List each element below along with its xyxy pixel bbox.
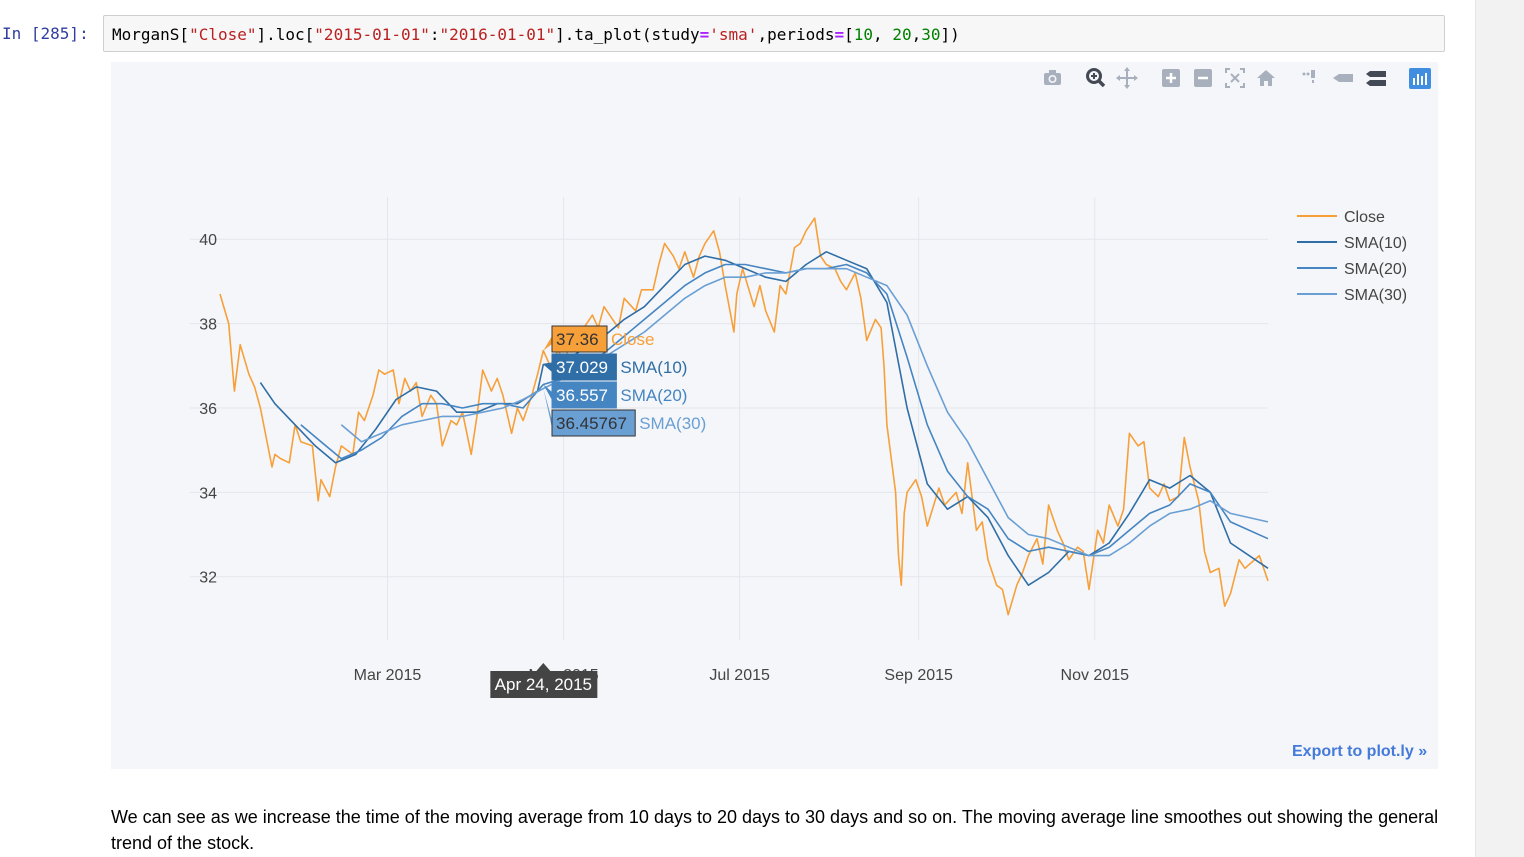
- code-token: ].ta_plot(study: [555, 25, 700, 44]
- code-token: ,periods: [757, 25, 835, 44]
- hover-value-box: [551, 409, 636, 437]
- code-token: ].loc[: [256, 25, 315, 44]
- code-token: =: [834, 25, 845, 44]
- series-line-sma30[interactable]: [340, 267, 1269, 557]
- home-icon[interactable]: [1254, 64, 1278, 92]
- code-token: [: [844, 25, 854, 44]
- code-cell-input[interactable]: MorganS["Close"].loc["2015-01-01":"2016-…: [103, 15, 1445, 52]
- code-token: 10: [853, 25, 874, 44]
- plot-container: [111, 62, 1438, 769]
- y-tick-label: 40: [199, 232, 217, 249]
- code-token: 'sma': [709, 25, 758, 44]
- x-tick-label: Sep 2015: [884, 667, 953, 684]
- y-tick-label: 36: [199, 401, 217, 418]
- markdown-paragraph: We can see as we increase the time of th…: [111, 807, 1439, 853]
- hover-value: 36.45767: [556, 414, 627, 433]
- legend-item-label[interactable]: SMA(20): [1344, 261, 1407, 278]
- code-token: =: [699, 25, 710, 44]
- y-tick-label: 32: [199, 570, 217, 587]
- x-tick-label: Nov 2015: [1061, 667, 1130, 684]
- autoscale-icon[interactable]: [1223, 64, 1247, 92]
- grid: [190, 197, 1268, 640]
- legend[interactable]: Close SMA(10) SMA(20) SMA(30): [1297, 209, 1407, 304]
- hover-closest-icon[interactable]: [1331, 64, 1355, 92]
- code-token: "Close": [189, 25, 257, 44]
- hover-series-name: SMA(20): [620, 386, 687, 405]
- hover-date-pointer: [536, 663, 551, 671]
- hover-value-box: [551, 325, 608, 353]
- code-token: "2016-01-01": [439, 25, 556, 44]
- plotly-logo-icon[interactable]: [1408, 64, 1432, 92]
- series-lines[interactable]: [219, 217, 1269, 616]
- spike-lines-icon[interactable]: [1299, 64, 1323, 92]
- hover-pointer: [543, 364, 552, 372]
- hover-pointer: [543, 388, 552, 428]
- hover-value: 37.36: [556, 330, 599, 349]
- zoom-out-icon[interactable]: [1191, 64, 1215, 92]
- y-tick-label: 38: [199, 317, 217, 334]
- hover-date-box: [490, 671, 598, 698]
- series-line-sma20[interactable]: [300, 263, 1269, 557]
- x-tick-label: Mar 2015: [354, 667, 422, 684]
- hover-value: 37.029: [556, 358, 608, 377]
- code-token: 30: [921, 25, 941, 44]
- code-token: 20: [892, 25, 912, 44]
- vertical-scrollbar[interactable]: [1475, 0, 1524, 857]
- code-token: ]): [940, 25, 960, 44]
- legend-item-label[interactable]: Close: [1344, 209, 1385, 226]
- export-to-plotly-link[interactable]: Export to plot.ly »: [1292, 743, 1428, 760]
- legend-item-label[interactable]: SMA(30): [1344, 287, 1407, 304]
- code-token: :: [429, 25, 440, 44]
- x-tick-label: Jul 2015: [709, 667, 770, 684]
- code-line: MorganS["Close"].loc["2015-01-01":"2016-…: [112, 25, 960, 44]
- hover-series-name: SMA(10): [620, 358, 687, 377]
- y-tick-label: 34: [199, 485, 217, 502]
- hover-value: 36.557: [556, 386, 608, 405]
- pan-icon[interactable]: [1115, 64, 1139, 92]
- hover-series-name: SMA(30): [639, 414, 706, 433]
- cell-prompt: In [285]:: [2, 24, 89, 43]
- code-token: ,: [911, 25, 922, 44]
- legend-item-label[interactable]: SMA(10): [1344, 235, 1407, 252]
- hover-pointer: [543, 336, 552, 351]
- y-axis: 32 34 36 38 40: [199, 232, 217, 587]
- hover-series-name: Close: [611, 330, 654, 349]
- zoom-icon[interactable]: [1083, 64, 1107, 92]
- hover-date-label: Apr 24, 2015: [495, 675, 592, 694]
- hover-pointer: [543, 384, 552, 400]
- hover-value-box: [551, 381, 617, 409]
- hover-compare-icon[interactable]: [1364, 64, 1388, 92]
- code-token: MorganS[: [112, 25, 190, 44]
- code-token: ,: [873, 25, 893, 44]
- zoom-in-icon[interactable]: [1159, 64, 1183, 92]
- camera-icon[interactable]: [1040, 64, 1064, 92]
- code-token: "2015-01-01": [314, 25, 430, 44]
- hover-value-box: [551, 353, 617, 381]
